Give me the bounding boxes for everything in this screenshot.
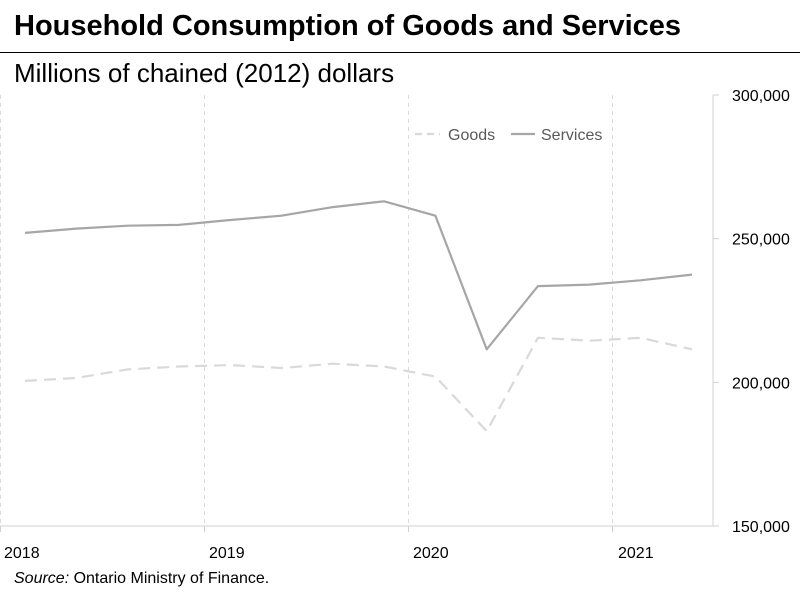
chart-title: Household Consumption of Goods and Servi… (14, 10, 682, 42)
legend-label-goods: Goods (448, 127, 495, 144)
x-tick-label-2020: 2020 (413, 545, 449, 562)
title-divider (0, 52, 800, 53)
series-line-services (24, 200, 693, 351)
chart-subtitle: Millions of chained (2012) dollars (14, 58, 395, 88)
y-tick-label-300,000: 300,000 (732, 88, 790, 105)
series-lines (24, 200, 693, 433)
legend: Goods Services (415, 127, 602, 144)
y-tick-label-200,000: 200,000 (732, 375, 790, 392)
x-tick-label-2018: 2018 (4, 545, 40, 562)
axes: 2018 2019 2020 2021 150,000 200,000 250,000 300… (0, 88, 790, 562)
legend-label-services: Services (541, 127, 602, 144)
source-text: Ontario Ministry of Finance. (69, 570, 270, 587)
x-tick-label-2019: 2019 (209, 545, 245, 562)
x-tick-label-2021: 2021 (618, 545, 654, 562)
gridlines (0, 95, 613, 526)
source-label: Source: (14, 570, 70, 587)
series-line-goods (24, 336, 693, 433)
source-note: Source: Ontario Ministry of Finance. (14, 570, 269, 588)
y-tick-label-150,000: 150,000 (732, 519, 790, 536)
y-tick-label-250,000: 250,000 (732, 232, 790, 249)
